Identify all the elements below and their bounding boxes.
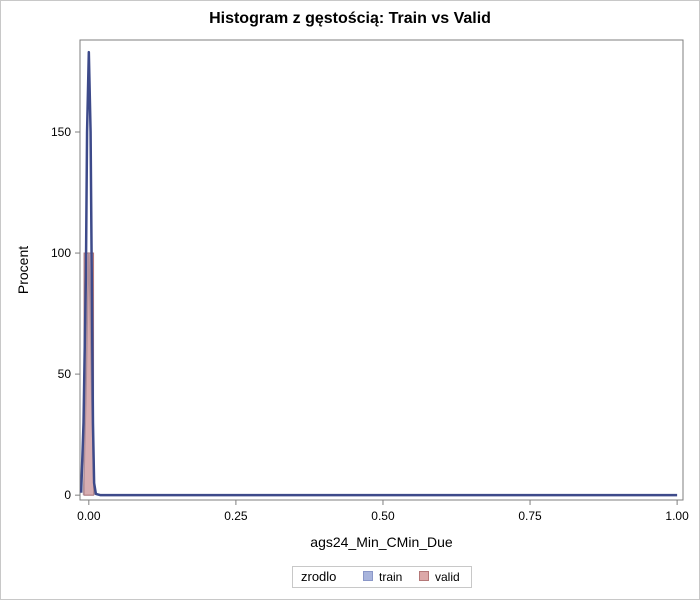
legend-swatch-train — [363, 571, 373, 581]
x-tick-label: 0.50 — [371, 509, 395, 523]
x-tick-label: 1.00 — [665, 509, 689, 523]
legend-title: zrodlo — [301, 569, 337, 584]
plot-area — [79, 39, 684, 501]
x-tick-label: 0.00 — [77, 509, 101, 523]
y-tick-label: 0 — [64, 488, 71, 502]
x-axis-label: ags24_Min_CMin_Due — [310, 534, 453, 550]
legend-label-train: train — [379, 570, 403, 584]
y-axis-ticks: 0 50 100 150 — [51, 125, 80, 502]
y-tick-label: 100 — [51, 246, 71, 260]
legend-swatch-valid — [419, 571, 429, 581]
x-tick-label: 0.25 — [224, 509, 248, 523]
y-axis-label: Procent — [15, 246, 31, 294]
x-axis-ticks: 0.00 0.25 0.50 0.75 1.00 — [77, 500, 689, 523]
y-tick-label: 150 — [51, 125, 71, 139]
legend: zrodlo train valid — [292, 566, 472, 588]
density-curves — [79, 50, 678, 497]
legend-label-valid: valid — [435, 570, 460, 584]
y-tick-label: 50 — [58, 367, 72, 381]
curve-train-density — [79, 50, 678, 497]
chart-title: Histogram z gęstością: Train vs Valid — [209, 10, 491, 27]
x-tick-label: 0.75 — [518, 509, 542, 523]
